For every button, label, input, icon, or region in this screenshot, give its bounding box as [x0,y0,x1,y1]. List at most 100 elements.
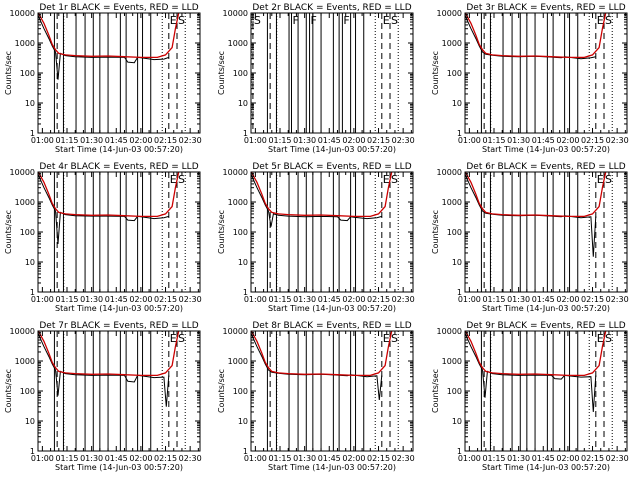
y-tick-label: 1 [30,288,35,297]
y-tick-label: 1000 [15,198,35,207]
lld-series-line [465,13,607,59]
marker-label: S [391,332,398,345]
x-tick-label: 02:30 [606,454,629,463]
marker-label: E [170,332,177,345]
x-tick-label: 02:15 [154,454,177,463]
y-tick-label: 1 [243,447,248,456]
y-axis-label: Counts/sec [4,369,13,413]
x-tick-label: 01:15 [482,454,505,463]
x-tick-label: 02:00 [129,454,152,463]
x-tick-label: 01:45 [318,295,341,304]
x-axis-label: Start Time (14-Jun-03 00:57:20) [55,463,183,472]
x-tick-label: 01:45 [532,295,555,304]
x-tick-label: 02:30 [179,295,202,304]
y-tick-label: 1 [30,129,35,138]
x-tick-label: 01:15 [268,454,291,463]
x-tick-label: 01:15 [482,295,505,304]
y-tick-label: 1 [457,447,462,456]
marker-label: S [178,14,185,27]
x-axis-label: Start Time (14-Jun-03 00:57:20) [55,145,183,154]
x-tick-label: 02:15 [154,136,177,145]
lld-series-line [465,172,607,218]
marker-label: F [293,14,299,27]
marker-label: S [605,332,612,345]
x-tick-label: 02:15 [581,136,604,145]
events-series-line [38,333,170,407]
y-axis-label: Counts/sec [4,210,13,254]
lld-series-line [465,331,607,377]
y-tick-label: 10 [25,258,35,267]
y-tick-label: 10 [452,99,462,108]
y-tick-label: 100 [447,387,462,396]
events-series-line [38,174,169,244]
y-tick-label: 100 [20,387,35,396]
y-tick-label: 10 [238,258,248,267]
y-tick-label: 100 [20,228,35,237]
x-tick-label: 02:00 [342,295,365,304]
plot-frame [250,330,414,452]
x-tick-label: 01:30 [293,454,316,463]
x-tick-label: 01:15 [55,136,78,145]
y-tick-label: 100 [447,69,462,78]
y-axis-label: Counts/sec [217,369,226,413]
y-tick-label: 10000 [10,9,35,18]
x-tick-label: 02:30 [392,136,415,145]
x-tick-label: 02:30 [392,454,415,463]
x-tick-label: 01:30 [507,295,530,304]
x-tick-label: 02:15 [581,454,604,463]
x-tick-label: 02:30 [179,454,202,463]
y-axis-label: Counts/sec [4,51,13,95]
y-tick-label: 100 [233,69,248,78]
plot-frame [464,171,628,293]
y-tick-label: 10 [452,258,462,267]
plot-frame [464,330,628,452]
x-axis-label: Start Time (14-Jun-03 00:57:20) [482,304,610,313]
x-tick-label: 01:15 [268,295,291,304]
marker-label: S [605,173,612,186]
marker-label: E [383,173,390,186]
y-tick-label: 1 [243,288,248,297]
x-tick-label: 01:00 [244,454,267,463]
y-axis-label: Counts/sec [431,369,440,413]
marker-label: S [605,14,612,27]
plot-frame [464,12,628,134]
x-tick-label: 01:30 [80,295,103,304]
x-tick-label: 02:00 [342,454,365,463]
x-tick-label: 01:00 [458,454,481,463]
panel-title: Det 1r BLACK = Events, RED = LLD [39,3,198,13]
marker-label: E [383,14,390,27]
y-tick-label: 10000 [223,327,248,336]
x-tick-label: 01:45 [318,136,341,145]
plot-frame [250,12,414,134]
y-tick-label: 1 [457,288,462,297]
plot-frame [37,330,201,452]
y-tick-label: 10000 [437,9,462,18]
events-series-line [465,333,597,413]
panel-title: Det 7r BLACK = Events, RED = LLD [39,321,198,331]
x-tick-label: 01:30 [507,136,530,145]
y-axis-label: Counts/sec [431,51,440,95]
marker-label: E [170,173,177,186]
y-tick-label: 1000 [442,39,462,48]
x-axis-label: Start Time (14-Jun-03 00:57:20) [268,463,396,472]
x-tick-label: 01:45 [105,295,128,304]
y-tick-label: 10000 [10,327,35,336]
x-tick-label: 01:00 [458,136,481,145]
x-tick-label: 02:30 [392,295,415,304]
x-tick-label: 01:00 [244,136,267,145]
x-axis-label: Start Time (14-Jun-03 00:57:20) [55,304,183,313]
events-series-line [251,333,383,401]
x-tick-label: 01:15 [55,295,78,304]
y-tick-label: 100 [233,228,248,237]
y-tick-label: 10000 [223,9,248,18]
panel-title: Det 8r BLACK = Events, RED = LLD [252,321,411,331]
y-tick-label: 100 [447,228,462,237]
